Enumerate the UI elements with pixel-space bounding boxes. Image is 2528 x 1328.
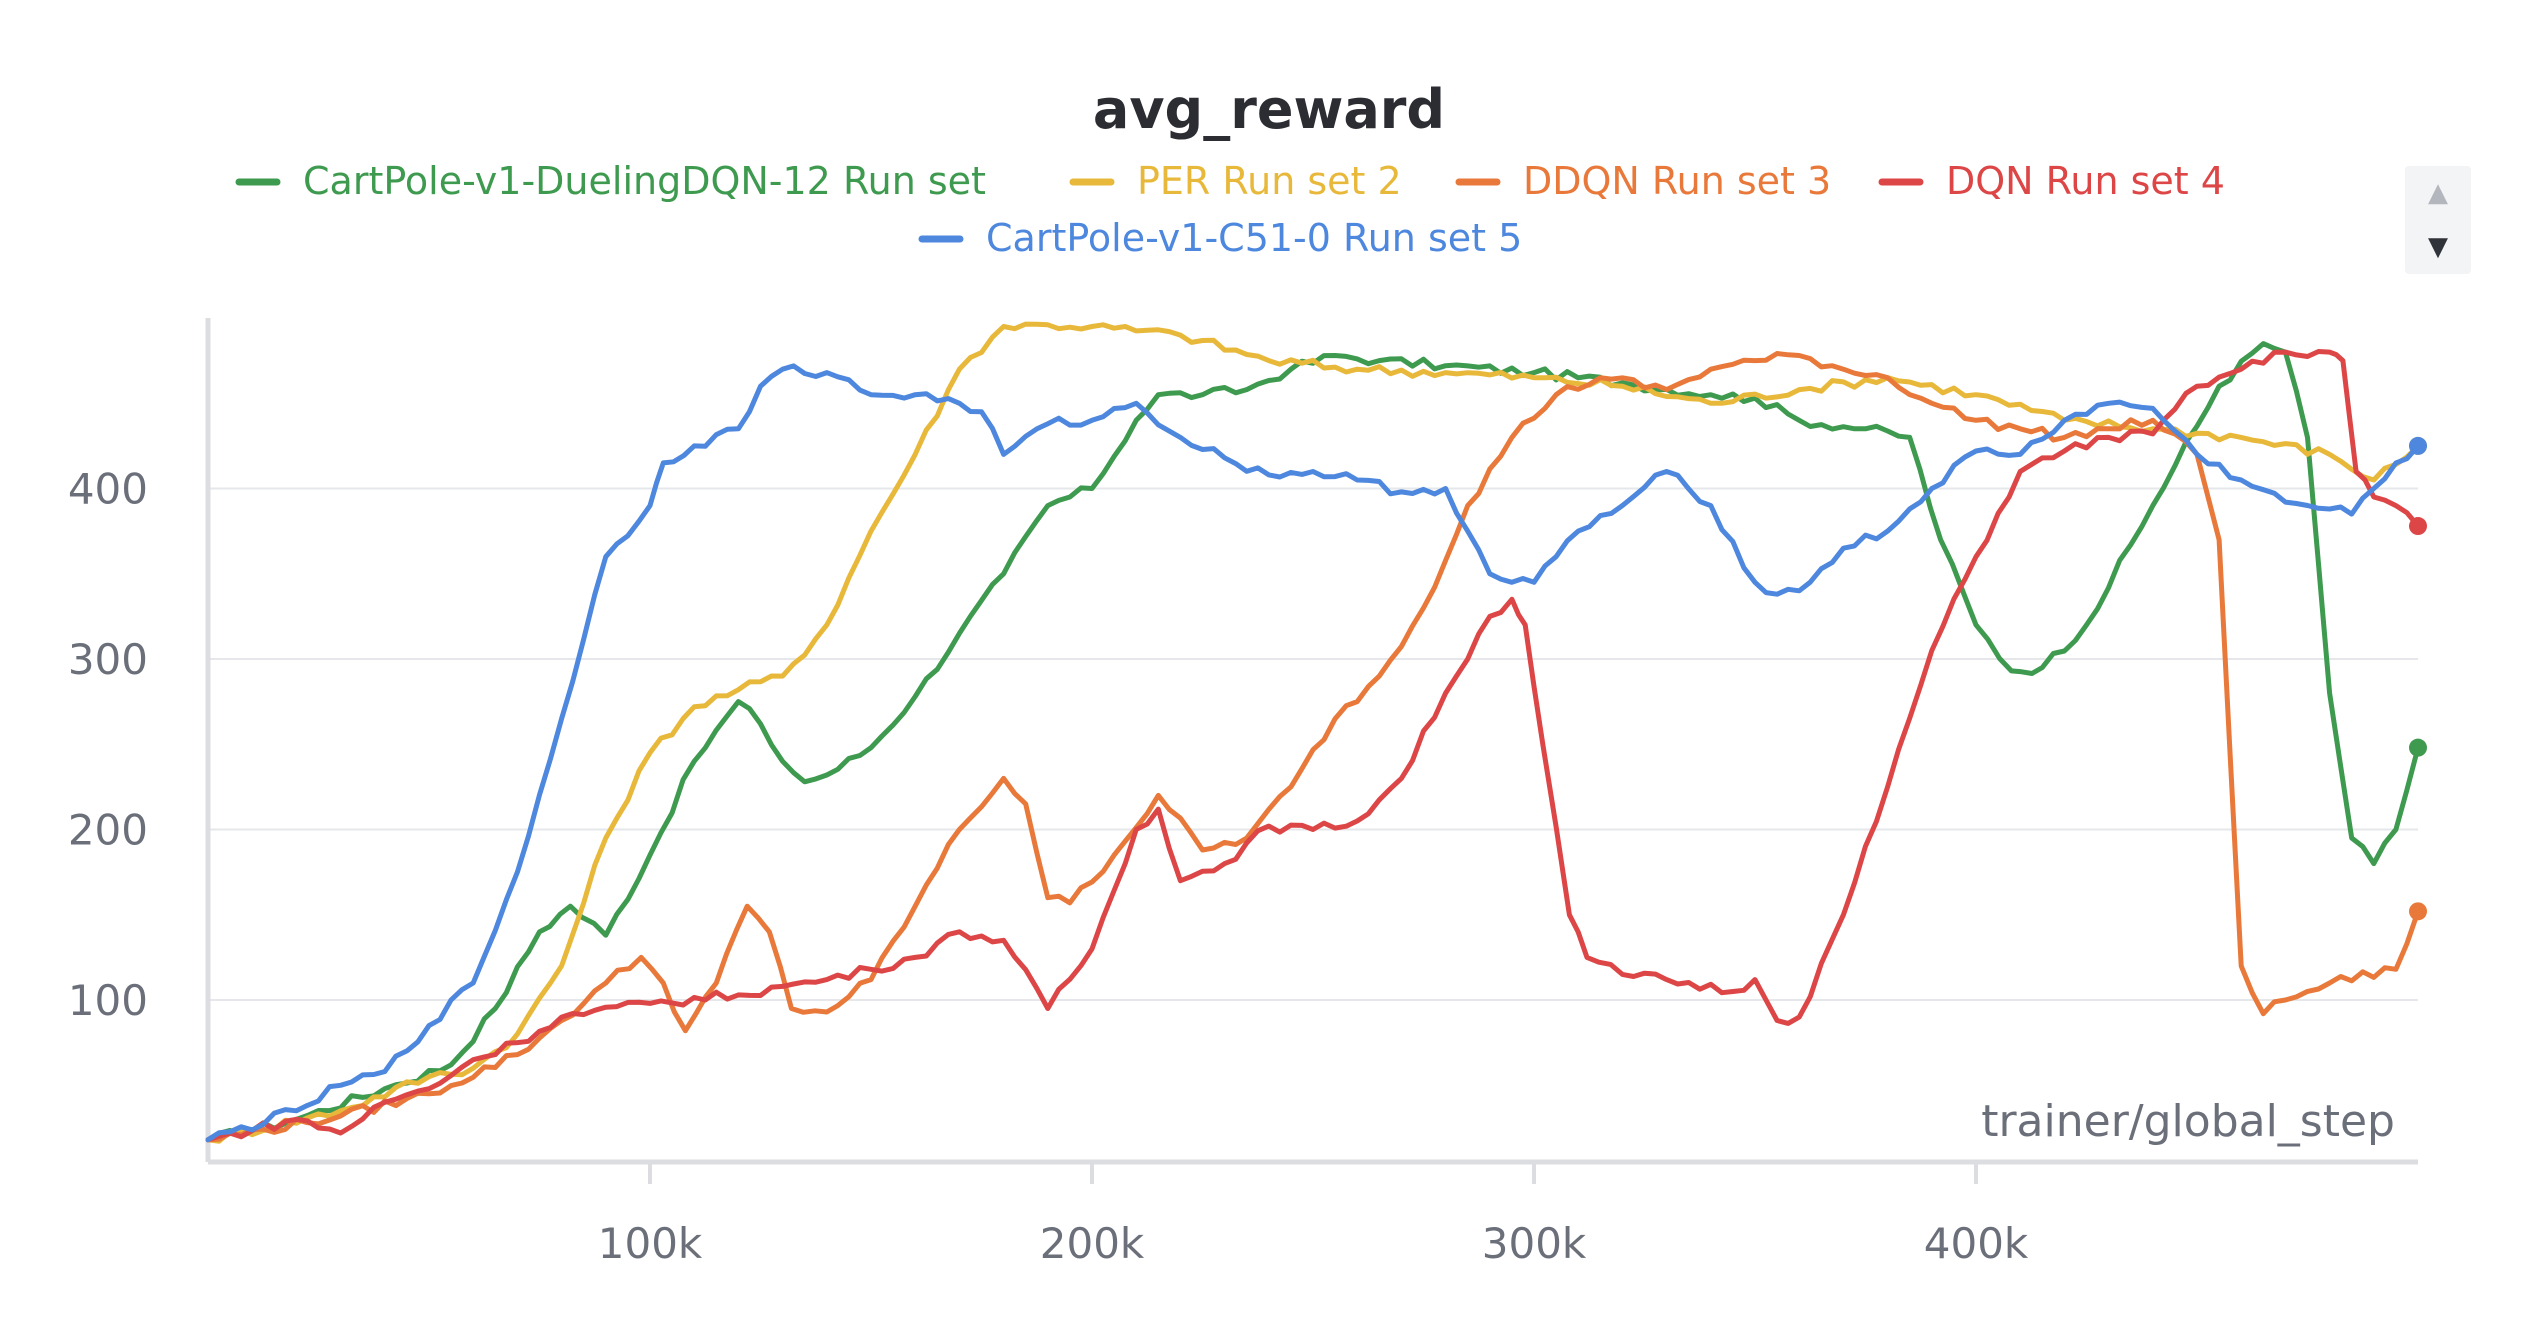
legend-item-label: CartPole-v1-DuelingDQN-12 Run set (303, 159, 986, 203)
axes: 100 200 300 400 100k 200k 300k 400k (68, 318, 2418, 1268)
series-line (205, 363, 2421, 1143)
series-line (205, 321, 2421, 1144)
x-axis-label: trainer/global_step (1981, 1096, 2395, 1147)
caret-down-icon[interactable]: ▼ (2428, 232, 2448, 262)
legend-item-label: DDQN Run set 3 (1523, 159, 1831, 203)
y-tick-label: 300 (68, 635, 148, 684)
x-tick-label: 300k (1482, 1219, 1587, 1268)
series-end-point (2409, 436, 2427, 455)
x-tick-label: 400k (1924, 1219, 2029, 1268)
chart-title: avg_reward (1093, 78, 1445, 141)
x-tick-label: 100k (598, 1219, 703, 1268)
y-tick-label: 200 (68, 806, 148, 855)
legend-item-label: PER Run set 2 (1137, 159, 1402, 203)
series-layer (205, 321, 2427, 1144)
y-tick-label: 100 (68, 976, 148, 1025)
legend-item-label: DQN Run set 4 (1946, 159, 2225, 203)
legend: CartPole-v1-DuelingDQN-12 Run set PER Run… (235, 159, 2225, 260)
legend-scroll-control: ▲ ▼ (2405, 166, 2471, 274)
x-tick-label: 200k (1040, 1219, 1145, 1268)
caret-up-icon[interactable]: ▲ (2428, 178, 2448, 208)
series-end-point (2409, 517, 2427, 536)
series-end-point (2409, 902, 2427, 921)
y-tick-label: 400 (68, 465, 148, 514)
series-line (205, 341, 2421, 1143)
series-end-point (2409, 738, 2427, 757)
series-line (205, 349, 2421, 1143)
legend-item-label: CartPole-v1-C51-0 Run set 5 (986, 216, 1522, 260)
grid (208, 487, 2418, 1002)
